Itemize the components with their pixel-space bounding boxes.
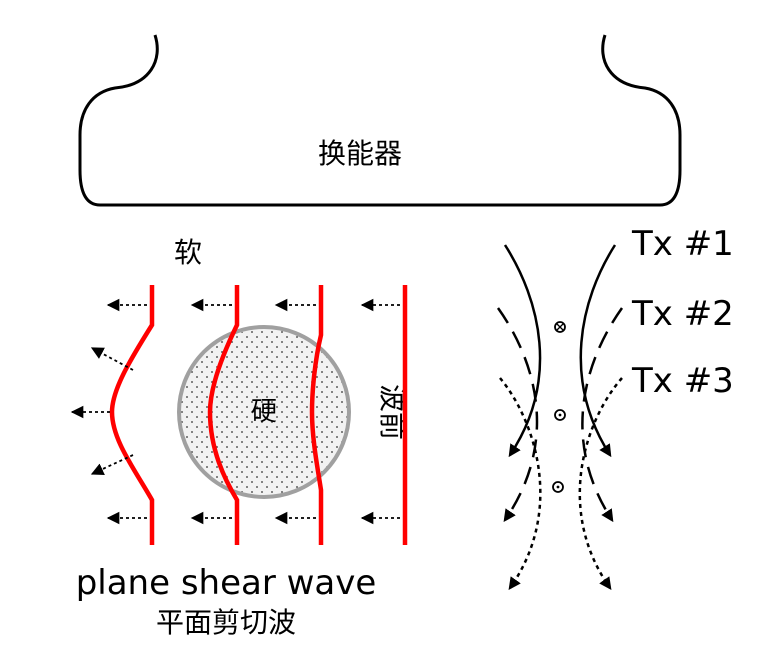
- wavefront-3: [309, 285, 324, 545]
- tx2-right-curve: [581, 307, 624, 523]
- transducer-label: 换能器: [318, 137, 402, 170]
- wavefront-2: [207, 285, 240, 545]
- arrow-w1-upper: [90, 347, 134, 371]
- tx1-label: Tx #1: [631, 224, 734, 264]
- propagation-arrows: [70, 298, 400, 525]
- arrow-w1-lower: [90, 454, 134, 475]
- caption-english: plane shear wave: [76, 563, 377, 603]
- tx1-right-curve: [579, 244, 617, 458]
- tx3-label: Tx #3: [631, 361, 734, 401]
- hard-inclusion-texture: [181, 329, 347, 495]
- soft-region-label: 软: [174, 236, 202, 269]
- tx3-left-curve: [499, 377, 542, 591]
- tx2-label: Tx #2: [631, 294, 734, 334]
- focal-markers: [552, 321, 566, 493]
- hard-region-label: 硬: [251, 397, 277, 427]
- tx3-paths: [499, 377, 623, 591]
- tx1-left-curve: [503, 244, 542, 458]
- tx3-right-curve: [578, 377, 623, 591]
- wavefront-1: [109, 285, 155, 545]
- tx1-paths: [503, 244, 617, 458]
- caption-chinese: 平面剪切波: [156, 606, 296, 639]
- transducer-outline: [78, 34, 682, 207]
